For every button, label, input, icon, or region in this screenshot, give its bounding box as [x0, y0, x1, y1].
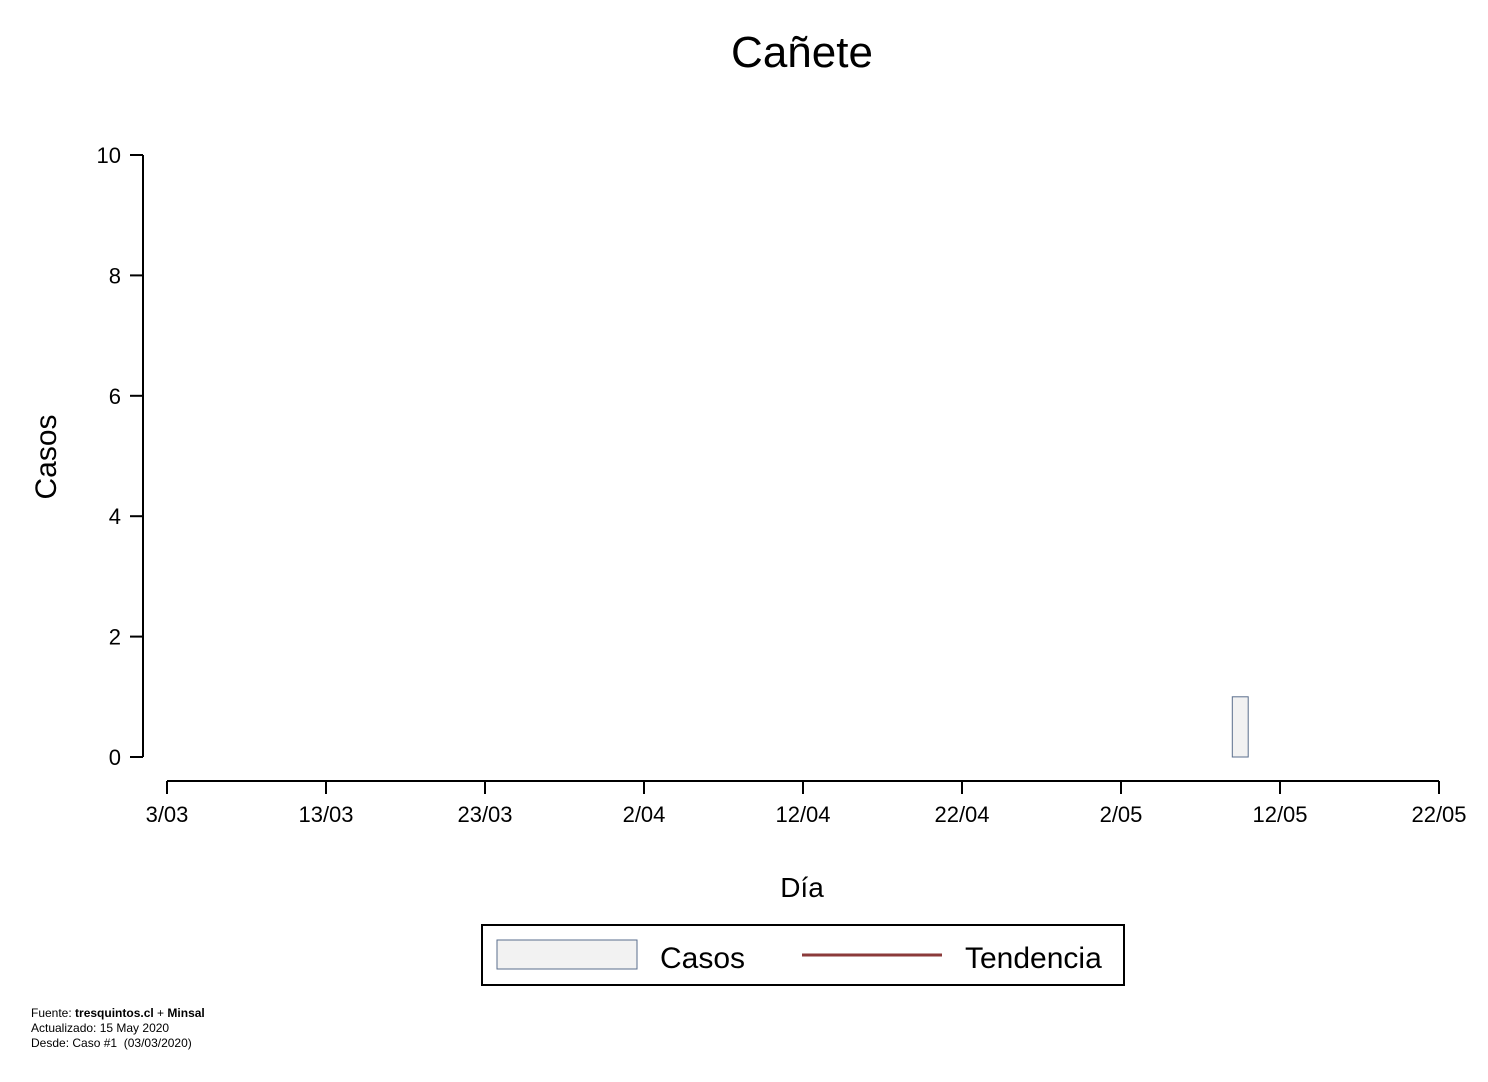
legend-swatch-casos [496, 939, 638, 970]
legend: Casos Tendencia [481, 924, 1125, 986]
updated-line: Actualizado: 15 May 2020 [31, 1021, 170, 1035]
x-tick-label: 22/05 [1411, 802, 1466, 827]
x-tick-label: 12/05 [1252, 802, 1307, 827]
y-tick-label: 6 [109, 384, 121, 409]
legend-label-tendencia: Tendencia [965, 942, 1102, 975]
y-tick-label: 4 [109, 504, 121, 529]
x-tick-label: 23/03 [457, 802, 512, 827]
y-tick-label: 10 [97, 143, 121, 168]
x-tick-label: 12/04 [775, 802, 830, 827]
since-line: Desde: Caso #1 (03/03/2020) [31, 1036, 192, 1050]
source-name-2: Minsal [167, 1006, 205, 1020]
y-tick-label: 2 [109, 625, 121, 650]
x-axis-label: Día [780, 872, 824, 903]
x-tick-label: 22/04 [934, 802, 989, 827]
x-tick-label: 13/03 [298, 802, 353, 827]
x-tick-label: 2/04 [623, 802, 666, 827]
x-tick-label: 3/03 [146, 802, 189, 827]
y-axis-label: Casos [30, 414, 63, 499]
x-axis: 3/03 13/03 23/03 2/04 12/04 22/04 2/05 12/05 22/… [146, 780, 1467, 827]
legend-label-casos: Casos [660, 942, 745, 975]
y-axis: 0 2 4 6 8 10 [97, 143, 144, 770]
y-tick-label: 8 [109, 263, 121, 288]
source-line: Fuente: tresquintos.cl + Minsal [31, 1006, 205, 1021]
bar-series [1231, 696, 1249, 758]
source-joiner: + [153, 1006, 168, 1020]
bar [1231, 696, 1249, 758]
source-prefix: Fuente: [31, 1006, 76, 1020]
footer-notes: Fuente: tresquintos.cl + Minsal Actualiz… [31, 1006, 205, 1051]
x-tick-label: 2/05 [1100, 802, 1143, 827]
y-tick-label: 0 [109, 745, 121, 770]
source-name-1: tresquintos.cl [75, 1006, 154, 1020]
chart-title: Cañete [731, 28, 873, 77]
